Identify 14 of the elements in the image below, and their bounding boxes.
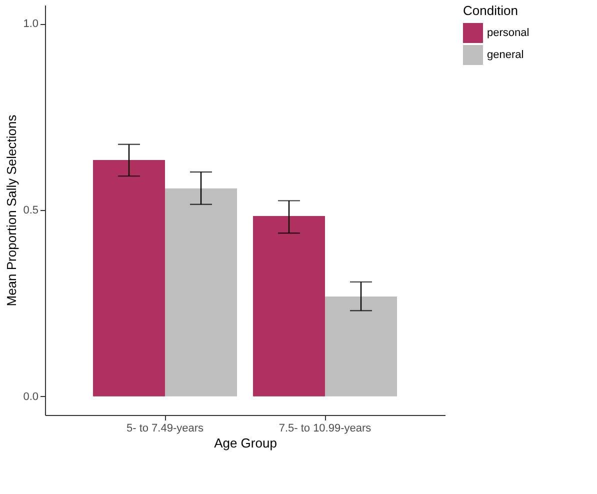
y-tick-label: 0.0 <box>23 390 38 403</box>
y-tick-label: 1.0 <box>23 18 38 30</box>
x-axis-title: Age Group <box>214 436 277 450</box>
y-axis-title: Mean Proportion Sally Selections <box>4 114 20 306</box>
bar <box>93 160 165 396</box>
legend-title: Condition <box>463 3 518 18</box>
legend-label: personal <box>487 27 530 39</box>
bar <box>165 188 237 396</box>
bar <box>253 216 325 396</box>
x-tick-label: 5- to 7.49-years <box>126 422 204 434</box>
bar <box>325 296 397 396</box>
legend-label: general <box>487 49 524 61</box>
x-tick-label: 7.5- to 10.99-years <box>278 422 372 434</box>
y-tick-label: 0.5 <box>23 204 38 216</box>
